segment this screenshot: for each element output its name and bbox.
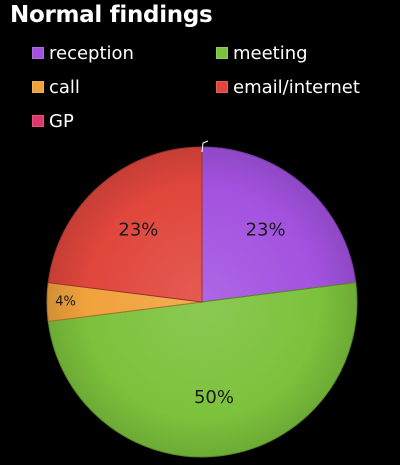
legend-swatch-call — [32, 81, 44, 93]
legend-item-meeting: meeting — [216, 42, 308, 64]
pie-slice-reception — [201, 146, 357, 303]
pie-slice-email-internet — [47, 146, 203, 303]
data-label-meeting: 50% — [194, 387, 234, 408]
legend-label-meeting: meeting — [233, 42, 308, 64]
data-label-email-internet: 23% — [118, 219, 158, 240]
data-label-reception: 23% — [246, 219, 286, 240]
legend-item-email-internet: email/internet — [216, 76, 360, 98]
legend-label-email-internet: email/internet — [233, 76, 360, 98]
legend-item-call: call — [32, 76, 80, 98]
pie-slices — [46, 146, 358, 458]
legend-label-gp: GP — [49, 110, 74, 132]
legend-swatch-reception — [32, 47, 44, 59]
legend-swatch-gp — [32, 115, 44, 127]
legend-item-gp: GP — [32, 110, 74, 132]
pie-slice-meeting — [47, 282, 358, 458]
chart-title: Normal findings — [10, 2, 213, 28]
leader-line — [201, 140, 209, 153]
data-label-call: 4% — [55, 295, 76, 310]
legend-label-reception: reception — [49, 42, 134, 64]
legend-swatch-email-internet — [216, 81, 228, 93]
legend-item-reception: reception — [32, 42, 134, 64]
legend-swatch-meeting — [216, 47, 228, 59]
chart-legend: reception meeting call email/internet GP — [0, 0, 400, 140]
legend-label-call: call — [49, 76, 80, 98]
pie-labels: 23% 50% 4% 23% — [55, 219, 285, 407]
